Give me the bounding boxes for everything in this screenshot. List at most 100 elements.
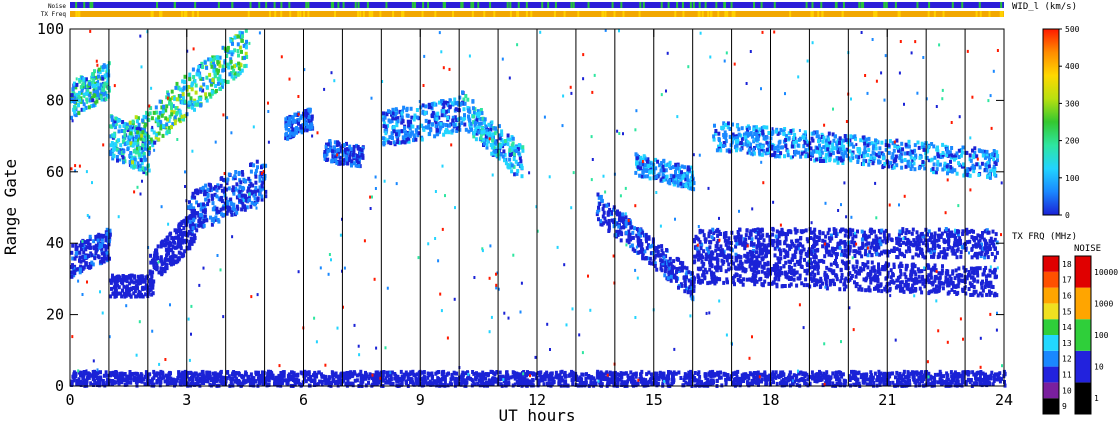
scatter-point [204,183,208,188]
scatter-point [130,122,134,127]
scatter-point [847,260,851,265]
scatter-point [119,143,123,148]
scatter-point [222,212,226,217]
scatter-point [734,252,738,257]
scatter-point [82,92,86,97]
scatter-point [245,39,248,44]
scatter-point [403,133,407,138]
scatter-point [162,124,165,129]
scatter-point [417,131,421,136]
scatter-point [864,262,868,267]
scatter-point [162,104,166,109]
scatter-point [155,248,159,253]
scatter-point [830,279,834,283]
scatter-point [735,241,739,246]
scatter-point [500,132,504,137]
scatter-point [408,134,412,139]
scatter-point [674,162,678,167]
scatter-point [749,131,753,136]
scatter-point [968,229,972,234]
scatter-point [771,227,775,232]
scatter-point [747,235,751,240]
scatter-point [74,243,78,248]
scatter-point [176,256,180,261]
scatter-point [436,111,440,116]
scatter-point [483,120,486,125]
scatter-point [212,68,216,73]
scatter-point [812,255,816,259]
top-bar-0-accent [472,2,475,8]
scatter-point [126,122,129,127]
scatter-point [84,261,88,266]
scatter-point [830,236,834,241]
top-bar-0-accent [337,2,340,8]
scatter-point [72,266,76,271]
scatter-point [657,244,661,249]
scatter-point [865,276,868,281]
scatter-point [669,166,673,170]
scatter-point [851,236,855,241]
scatter-point [858,284,862,289]
scatter-point [702,249,706,254]
scatter-point [734,238,738,243]
scatter-point [881,152,885,157]
scatter-point [305,126,309,131]
scatter-point [490,145,494,150]
scatter-point [970,246,974,251]
scatter-point [756,243,760,248]
top-bar-1-accent [622,11,625,17]
scatter-point [205,98,209,103]
scatter-point [921,281,925,286]
scatter-point [83,240,87,245]
scatter-point [950,287,954,292]
scatter-point [974,242,978,247]
scatter-point [772,280,776,285]
scatter-point [705,246,709,251]
scatter-point [88,98,92,103]
scatter-point [712,231,716,235]
scatter-point [649,261,653,266]
scatter-point [813,243,817,247]
scatter-point [485,142,489,147]
scatter-point [387,140,391,145]
scatter-point [209,185,213,190]
scatter-point [397,129,401,134]
scatter-point [981,288,985,293]
scatter-point [206,187,210,192]
scatter-point [842,261,846,266]
scatter-point [785,243,789,248]
scatter-point [132,291,136,296]
scatter-point [199,202,203,207]
scatter-point [84,105,88,110]
scatter-point [630,236,634,241]
scatter-point [158,110,162,115]
scatter-point [795,259,799,264]
scatter-point [205,65,209,70]
scatter-point [655,267,659,272]
scatter-point [472,131,476,136]
scatter-point [86,89,90,93]
scatter-point [214,89,218,93]
scatter-point [636,165,640,170]
scatter-point [142,152,146,157]
scatter-point [976,279,980,284]
scatter-point [214,215,218,220]
scatter-point [652,245,656,250]
scatter-point [452,123,456,128]
scatter-point [815,235,819,240]
scatter-point [139,279,143,284]
scatter-point [447,109,450,114]
scatter-point [697,257,700,262]
scatter-point [939,155,943,159]
scatter-point [877,245,881,250]
scatter-point [764,262,768,267]
scatter-point [773,271,777,276]
scatter-point [946,247,950,251]
scatter-point [211,55,215,60]
scatter-point [803,268,807,273]
scatter-point [231,185,235,190]
scatter-point [503,139,507,143]
top-bar-0-accent [698,2,701,8]
scatter-point [826,275,830,280]
top-bar-1-accent [717,11,720,17]
